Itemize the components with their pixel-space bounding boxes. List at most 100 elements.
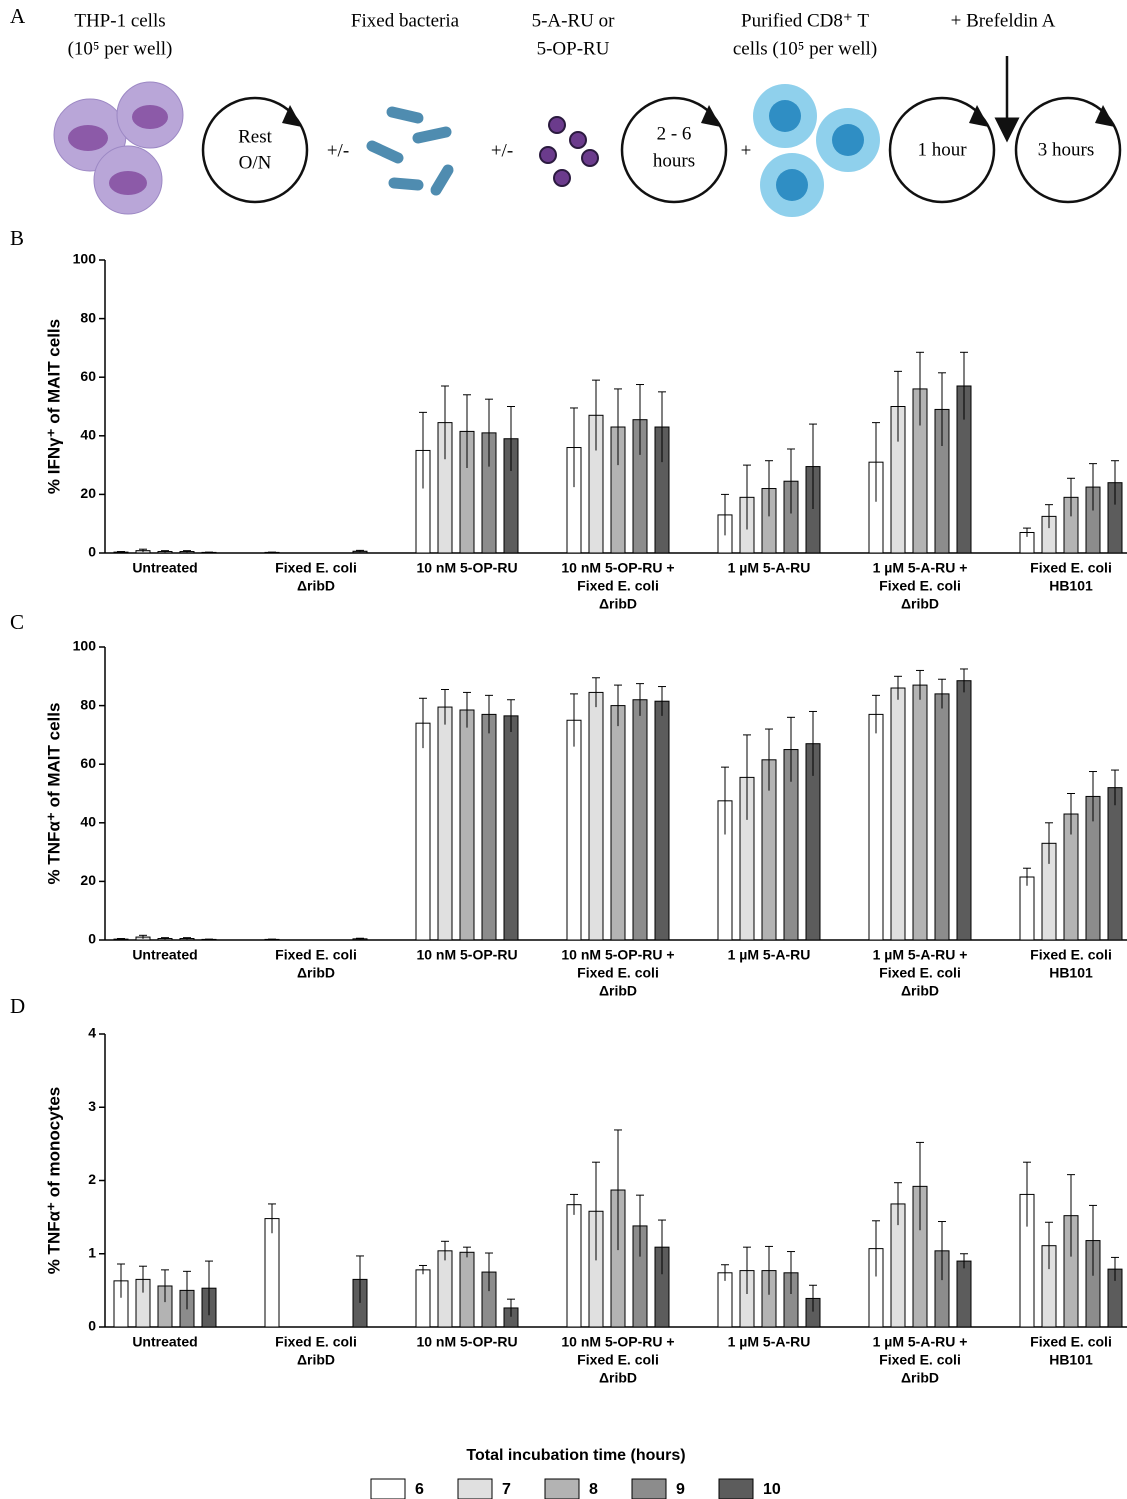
label: hours	[653, 150, 695, 171]
schematic: A THP-1 cells (10⁵ per well) Rest O/N +/…	[10, 4, 1120, 217]
legend-label: 10	[763, 1481, 781, 1498]
x-tick-label: ΔribD	[901, 596, 939, 612]
y-tick-label: 100	[73, 638, 97, 654]
panel-label: B	[10, 226, 24, 250]
x-tick-label: HB101	[1049, 965, 1093, 981]
bar	[438, 1251, 452, 1327]
y-tick-label: 80	[80, 696, 96, 712]
bar	[957, 1261, 971, 1327]
y-tick-label: 80	[80, 309, 96, 325]
x-tick-label: 1 µM 5-A-RU +	[873, 1334, 968, 1350]
bar	[460, 1252, 474, 1327]
x-tick-label: Fixed E. coli	[1030, 947, 1112, 963]
label: Purified CD8⁺ T	[741, 10, 869, 31]
bar	[1020, 877, 1034, 940]
legend-title: Total incubation time (hours)	[466, 1447, 685, 1464]
x-tick-label: ΔribD	[901, 983, 939, 999]
x-tick-label: Fixed E. coli	[1030, 560, 1112, 576]
y-axis-title: % TNFα⁺ of monocytes	[44, 1087, 63, 1275]
label: + Brefeldin A	[951, 10, 1056, 31]
x-tick-label: Fixed E. coli	[275, 947, 357, 963]
label: 3 hours	[1038, 139, 1094, 160]
y-tick-label: 40	[80, 427, 96, 443]
bar	[869, 714, 883, 940]
figure: A THP-1 cells (10⁵ per well) Rest O/N +/…	[0, 0, 1127, 1499]
bar	[567, 720, 581, 940]
label: cells (10⁵ per well)	[733, 38, 877, 59]
bar	[482, 714, 496, 940]
x-tick-label: ΔribD	[297, 578, 335, 594]
y-tick-label: 1	[88, 1244, 96, 1260]
y-tick-label: 2	[88, 1171, 96, 1187]
label: (10⁵ per well)	[68, 38, 173, 59]
y-tick-label: 20	[80, 872, 96, 888]
bar	[416, 723, 430, 940]
bacteria	[372, 112, 448, 190]
y-tick-label: 20	[80, 485, 96, 501]
x-tick-label: ΔribD	[297, 1352, 335, 1368]
x-tick-label: HB101	[1049, 578, 1093, 594]
legend-label: 9	[676, 1481, 685, 1498]
x-tick-label: HB101	[1049, 1352, 1093, 1368]
label: 5-A-RU or	[532, 10, 616, 31]
label: THP-1 cells	[74, 10, 165, 31]
y-tick-label: 0	[88, 931, 96, 947]
bar	[1108, 788, 1122, 940]
bar	[416, 1270, 430, 1327]
bar	[913, 685, 927, 940]
x-tick-label: Fixed E. coli	[879, 965, 961, 981]
bar	[611, 706, 625, 940]
bar	[957, 681, 971, 940]
t-cells	[753, 84, 880, 217]
x-tick-label: ΔribD	[599, 1370, 637, 1386]
y-tick-label: 0	[88, 544, 96, 560]
label: 2 - 6	[657, 123, 692, 144]
x-tick-label: 10 nM 5-OP-RU +	[561, 947, 674, 963]
bar	[633, 700, 647, 940]
legend-swatch	[719, 1479, 753, 1499]
x-tick-label: Fixed E. coli	[577, 1352, 659, 1368]
y-tick-label: 4	[88, 1025, 96, 1041]
x-tick-label: 1 µM 5-A-RU	[728, 947, 811, 963]
bar	[265, 1219, 279, 1327]
x-tick-label: ΔribD	[901, 1370, 939, 1386]
label: 5-OP-RU	[537, 38, 610, 59]
x-tick-label: Fixed E. coli	[275, 560, 357, 576]
y-tick-label: 60	[80, 755, 96, 771]
bar	[655, 701, 669, 940]
legend-swatch	[371, 1479, 405, 1499]
label: Fixed bacteria	[351, 10, 460, 31]
x-tick-label: 1 µM 5-A-RU +	[873, 560, 968, 576]
x-tick-label: 10 nM 5-OP-RU +	[561, 560, 674, 576]
x-tick-label: ΔribD	[599, 983, 637, 999]
x-tick-label: Untreated	[132, 947, 197, 963]
x-tick-label: Untreated	[132, 560, 197, 576]
panel-label: A	[10, 4, 26, 28]
y-tick-label: 100	[73, 251, 97, 267]
legend-label: 7	[502, 1481, 511, 1498]
y-tick-label: 60	[80, 368, 96, 384]
bar	[935, 694, 949, 940]
label: 1 hour	[917, 139, 967, 160]
panel-label: C	[10, 610, 24, 634]
legend-swatch	[458, 1479, 492, 1499]
x-tick-label: 1 µM 5-A-RU	[728, 560, 811, 576]
label: +/-	[491, 140, 513, 161]
bar	[718, 1273, 732, 1327]
y-tick-label: 40	[80, 814, 96, 830]
legend-swatch	[545, 1479, 579, 1499]
bar	[460, 710, 474, 940]
x-tick-label: 1 µM 5-A-RU +	[873, 947, 968, 963]
x-tick-label: Fixed E. coli	[1030, 1334, 1112, 1350]
bar	[504, 716, 518, 940]
label: O/N	[239, 152, 272, 173]
bar	[438, 707, 452, 940]
bar	[567, 1205, 581, 1327]
monocyte-cells	[54, 82, 183, 214]
legend-label: 6	[415, 1481, 424, 1498]
x-tick-label: 10 nM 5-OP-RU	[416, 560, 517, 576]
x-tick-label: 10 nM 5-OP-RU +	[561, 1334, 674, 1350]
ligand-dots	[540, 117, 598, 186]
x-tick-label: 10 nM 5-OP-RU	[416, 1334, 517, 1350]
label: +/-	[327, 140, 349, 161]
